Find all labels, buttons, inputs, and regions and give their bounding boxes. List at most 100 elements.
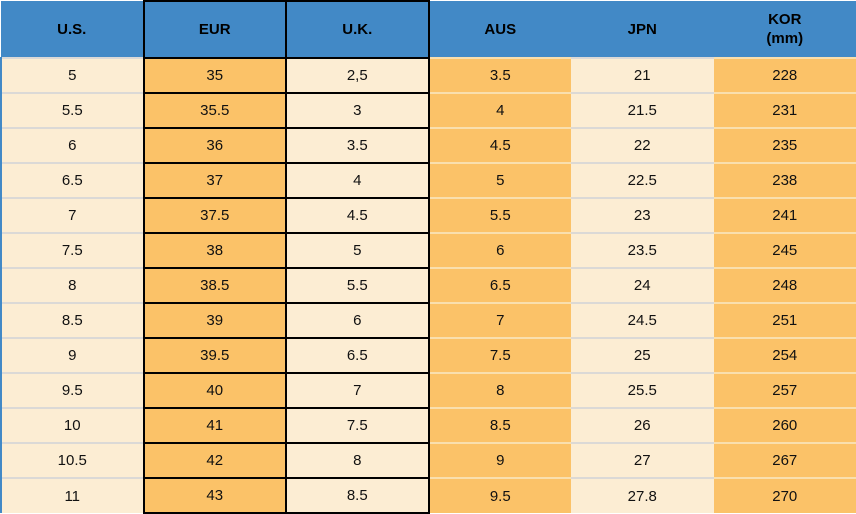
cell-eur: 43 — [142, 477, 287, 514]
cell-jpn: 25 — [571, 337, 714, 373]
table-row: 5.5 35.5 3 4 21.5 231 — [0, 92, 856, 129]
cell-aus: 9.5 — [428, 477, 571, 513]
column-header-uk: U.K. — [285, 0, 430, 59]
table-row: 6 36 3.5 4.5 22 235 — [0, 127, 856, 164]
column-header-label: JPN — [627, 20, 657, 38]
cell-eur: 38.5 — [142, 267, 287, 304]
cell-uk: 6.5 — [285, 337, 430, 374]
cell-kor: 241 — [713, 197, 856, 233]
cell-jpn: 25.5 — [571, 372, 714, 408]
cell-eur: 37.5 — [142, 197, 287, 234]
cell-jpn: 21 — [571, 57, 714, 93]
cell-jpn: 22 — [571, 127, 714, 163]
cell-us: 9 — [0, 337, 144, 373]
cell-jpn: 21.5 — [571, 92, 714, 128]
column-header-label: U.S. — [57, 20, 87, 38]
table-row: 6.5 37 4 5 22.5 238 — [0, 162, 856, 199]
cell-aus: 4 — [428, 92, 571, 128]
table-row: 5 35 2,5 3.5 21 228 — [0, 57, 856, 94]
cell-us: 8.5 — [0, 302, 144, 338]
table-row: 10.5 42 8 9 27 267 — [0, 442, 856, 479]
cell-kor: 235 — [713, 127, 856, 163]
cell-jpn: 24.5 — [571, 302, 714, 338]
cell-kor: 231 — [713, 92, 856, 128]
cell-us: 9.5 — [0, 372, 144, 408]
column-header-jpn: JPN — [571, 1, 714, 58]
cell-aus: 7 — [428, 302, 571, 338]
cell-aus: 7.5 — [428, 337, 571, 373]
cell-us: 8 — [0, 267, 144, 303]
cell-us: 7 — [0, 197, 144, 233]
cell-eur: 41 — [142, 407, 287, 444]
cell-kor: 238 — [713, 162, 856, 198]
cell-jpn: 26 — [571, 407, 714, 443]
cell-kor: 267 — [713, 442, 856, 478]
header-row: U.S. EUR U.K. AUS JPN KOR (mm) — [1, 0, 856, 59]
cell-kor: 248 — [713, 267, 856, 303]
cell-eur: 39.5 — [142, 337, 287, 374]
cell-uk: 4 — [285, 162, 430, 199]
cell-uk: 7.5 — [285, 407, 430, 444]
cell-uk: 3 — [285, 92, 430, 129]
cell-us: 5.5 — [0, 92, 144, 128]
cell-jpn: 23.5 — [571, 232, 714, 268]
cell-uk: 2,5 — [285, 57, 430, 94]
cell-us: 7.5 — [0, 232, 144, 268]
column-header-aus: AUS — [428, 1, 571, 58]
cell-kor: 257 — [713, 372, 856, 408]
table-row: 8.5 39 6 7 24.5 251 — [0, 302, 856, 339]
cell-uk: 6 — [285, 302, 430, 339]
cell-eur: 39 — [142, 302, 287, 339]
cell-us: 5 — [0, 57, 144, 93]
cell-kor: 254 — [713, 337, 856, 373]
cell-kor: 270 — [713, 477, 856, 513]
cell-kor: 245 — [713, 232, 856, 268]
table-row: 7 37.5 4.5 5.5 23 241 — [0, 197, 856, 234]
cell-uk: 4.5 — [285, 197, 430, 234]
table-row: 7.5 38 5 6 23.5 245 — [0, 232, 856, 269]
cell-kor: 260 — [713, 407, 856, 443]
cell-uk: 8.5 — [285, 477, 430, 514]
cell-aus: 5.5 — [428, 197, 571, 233]
cell-uk: 7 — [285, 372, 430, 409]
cell-aus: 4.5 — [428, 127, 571, 163]
cell-aus: 8.5 — [428, 407, 571, 443]
table-row: 11 43 8.5 9.5 27.8 270 — [0, 477, 856, 514]
cell-us: 6.5 — [0, 162, 144, 198]
cell-us: 11 — [0, 477, 144, 513]
table-row: 9 39.5 6.5 7.5 25 254 — [0, 337, 856, 374]
column-header-sublabel: (mm) — [766, 30, 804, 47]
cell-jpn: 24 — [571, 267, 714, 303]
cell-eur: 40 — [142, 372, 287, 409]
cell-uk: 8 — [285, 442, 430, 479]
cell-jpn: 27.8 — [571, 477, 714, 513]
cell-kor: 251 — [713, 302, 856, 338]
cell-uk: 3.5 — [285, 127, 430, 164]
cell-jpn: 23 — [571, 197, 714, 233]
table-row: 9.5 40 7 8 25.5 257 — [0, 372, 856, 409]
cell-aus: 5 — [428, 162, 571, 198]
cell-aus: 8 — [428, 372, 571, 408]
cell-uk: 5.5 — [285, 267, 430, 304]
cell-eur: 35.5 — [142, 92, 287, 129]
cell-jpn: 27 — [571, 442, 714, 478]
column-header-label: U.K. — [342, 21, 373, 38]
cell-eur: 38 — [142, 232, 287, 269]
column-header-label: EUR — [198, 21, 231, 38]
cell-aus: 6 — [428, 232, 571, 268]
cell-aus: 6.5 — [428, 267, 571, 303]
table-row: 10 41 7.5 8.5 26 260 — [0, 407, 856, 444]
column-header-kor: KOR (mm) — [713, 1, 856, 58]
cell-eur: 36 — [142, 127, 287, 164]
column-header-us: U.S. — [1, 1, 144, 58]
cell-eur: 42 — [142, 442, 287, 479]
cell-us: 10 — [0, 407, 144, 443]
cell-eur: 35 — [142, 57, 287, 94]
cell-uk: 5 — [285, 232, 430, 269]
column-header-label: AUS — [484, 20, 517, 38]
cell-us: 6 — [0, 127, 144, 163]
cell-us: 10.5 — [0, 442, 144, 478]
cell-eur: 37 — [142, 162, 287, 199]
